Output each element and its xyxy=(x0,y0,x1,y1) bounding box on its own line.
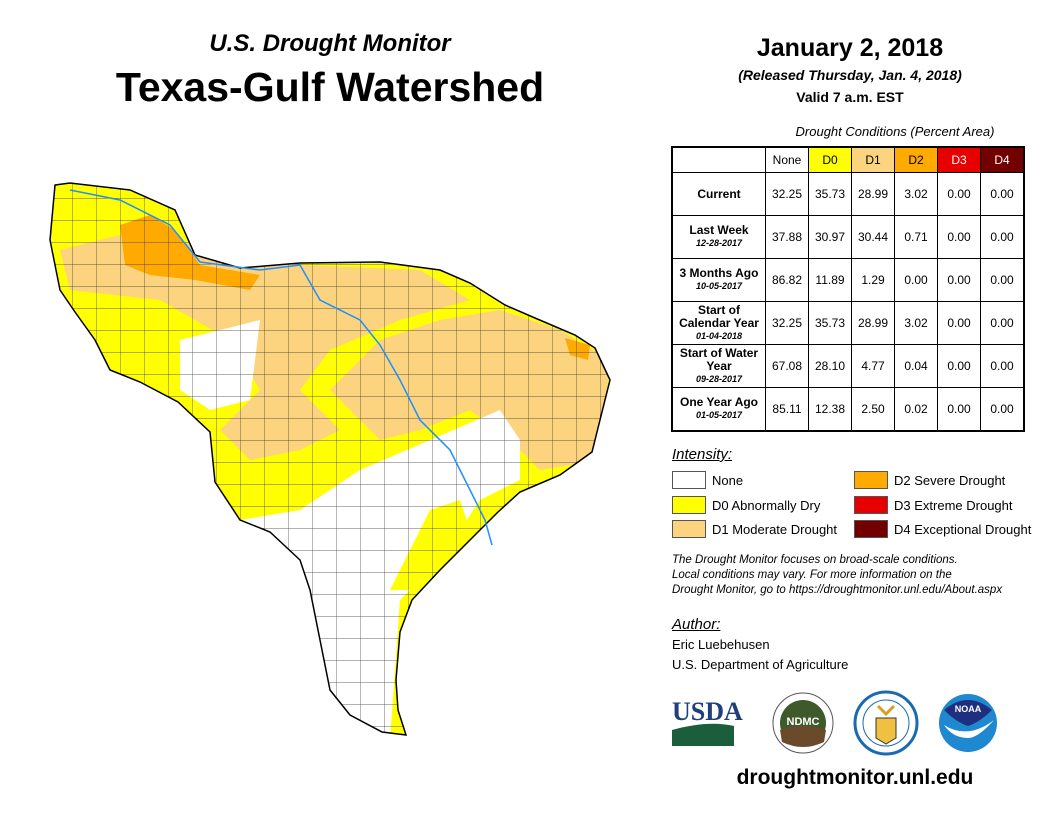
usda-logo: USDA xyxy=(672,697,743,746)
legend-item-d2: D2 Severe Drought xyxy=(854,471,1005,489)
cell-d2: 0.71 xyxy=(894,215,938,259)
cell-d4: 0.00 xyxy=(980,301,1025,345)
footer-url[interactable]: droughtmonitor.unl.edu xyxy=(736,766,974,789)
row-label: Last Week 12-28-2017 xyxy=(671,215,766,259)
col-d4: D4 xyxy=(980,146,1025,173)
col-none: None xyxy=(765,146,809,173)
drought-conditions-table: None D0 D1 D2 D3 D4 Current 32.25 35.73 28.… xyxy=(671,146,1025,432)
cell-d0: 35.73 xyxy=(808,172,852,216)
cell-none: 67.08 xyxy=(765,344,809,388)
partner-logos: USDA NDMC NOAA xyxy=(672,690,997,756)
cell-d3: 0.00 xyxy=(937,258,981,302)
col-d3: D3 xyxy=(937,146,981,173)
cell-d3: 0.00 xyxy=(937,387,981,432)
cell-d4: 0.00 xyxy=(980,387,1025,432)
col-d2: D2 xyxy=(894,146,938,173)
cell-d1: 28.99 xyxy=(851,172,895,216)
table-row: Last Week 12-28-2017 37.88 30.97 30.44 0.71 0.… xyxy=(671,215,1025,259)
row-label: Current xyxy=(671,172,766,216)
legend-item-d1: D1 Moderate Drought xyxy=(672,520,837,538)
cell-d2: 0.02 xyxy=(894,387,938,432)
cell-d2: 3.02 xyxy=(894,301,938,345)
row-label: One Year Ago 01-05-2017 xyxy=(671,387,766,432)
cell-d3: 0.00 xyxy=(937,215,981,259)
noaa-logo: NOAA xyxy=(939,694,997,752)
cell-d2: 0.04 xyxy=(894,344,938,388)
svg-text:USDA: USDA xyxy=(672,697,743,726)
author-org: U.S. Department of Agriculture xyxy=(672,657,849,672)
disclaimer-note: The Drought Monitor focuses on broad-sca… xyxy=(672,554,1003,596)
table-row: Start of Calendar Year 01-04-2018 32.25 35.… xyxy=(671,301,1025,345)
cell-d2: 3.02 xyxy=(894,172,938,216)
cell-d1: 28.99 xyxy=(851,301,895,345)
author-heading: Author: xyxy=(672,616,721,633)
svg-text:NDMC: NDMC xyxy=(787,716,820,728)
commerce-logo xyxy=(853,690,919,756)
cell-d3: 0.00 xyxy=(937,172,981,216)
cell-d0: 12.38 xyxy=(808,387,852,432)
col-d1: D1 xyxy=(851,146,895,173)
cell-d1: 4.77 xyxy=(851,344,895,388)
river xyxy=(69,189,493,546)
legend-item-d4: D4 Exceptional Drought xyxy=(854,520,1031,538)
map-date: January 2, 2018 xyxy=(756,34,944,62)
cell-d4: 0.00 xyxy=(980,172,1025,216)
cell-none: 32.25 xyxy=(765,172,809,216)
cell-d0: 11.89 xyxy=(808,258,852,302)
table-caption: Drought Conditions (Percent Area) xyxy=(795,124,995,139)
ndmc-logo: NDMC xyxy=(772,692,834,754)
cell-d2: 0.00 xyxy=(894,258,938,302)
cell-d4: 0.00 xyxy=(980,344,1025,388)
row-label: Start of Calendar Year 01-04-2018 xyxy=(671,301,766,345)
legend-item-d0: D0 Abnormally Dry xyxy=(672,496,820,514)
col-d0: D0 xyxy=(808,146,852,173)
cell-d4: 0.00 xyxy=(980,215,1025,259)
table-row: 3 Months Ago 10-05-2017 86.82 11.89 1.29 0.00… xyxy=(671,258,1025,302)
legend-item-d3: D3 Extreme Drought xyxy=(854,496,1013,514)
cell-d3: 0.00 xyxy=(937,344,981,388)
cell-none: 86.82 xyxy=(765,258,809,302)
watershed-map xyxy=(49,182,611,736)
table-row: Current 32.25 35.73 28.99 3.02 0.00 0.00 xyxy=(671,172,1025,216)
legend-title: Intensity: xyxy=(672,446,733,463)
row-label: Start of Water Year 09-28-2017 xyxy=(671,344,766,388)
author-name: Eric Luebehusen xyxy=(672,637,770,652)
cell-d4: 0.00 xyxy=(980,258,1025,302)
county-lines xyxy=(50,183,610,735)
table-row: One Year Ago 01-05-2017 85.11 12.38 2.50 0.02… xyxy=(671,387,1025,432)
cell-d0: 28.10 xyxy=(808,344,852,388)
row-label: 3 Months Ago 10-05-2017 xyxy=(671,258,766,302)
cell-none: 85.11 xyxy=(765,387,809,432)
legend-item-none: None xyxy=(672,471,743,489)
release-date: (Released Thursday, Jan. 4, 2018) xyxy=(738,67,962,83)
cell-d1: 1.29 xyxy=(851,258,895,302)
cell-d0: 30.97 xyxy=(808,215,852,259)
cell-none: 37.88 xyxy=(765,215,809,259)
cell-d3: 0.00 xyxy=(937,301,981,345)
table-row: Start of Water Year 09-28-2017 67.08 28.10 4… xyxy=(671,344,1025,388)
cell-none: 32.25 xyxy=(765,301,809,345)
svg-text:NOAA: NOAA xyxy=(955,704,982,714)
map-subtitle: U.S. Drought Monitor xyxy=(209,30,451,57)
cell-d1: 30.44 xyxy=(851,215,895,259)
map-title: Texas-Gulf Watershed xyxy=(115,64,545,110)
cell-d0: 35.73 xyxy=(808,301,852,345)
valid-time: Valid 7 a.m. EST xyxy=(796,89,904,105)
cell-d1: 2.50 xyxy=(851,387,895,432)
